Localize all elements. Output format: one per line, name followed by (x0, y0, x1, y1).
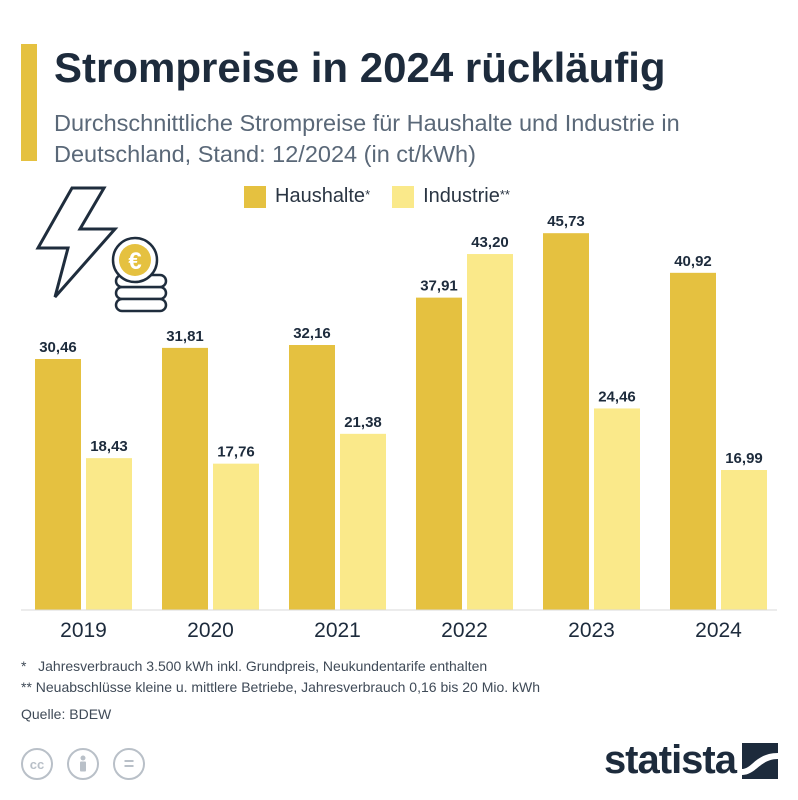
data-label-industrie-2020: 17,76 (217, 444, 255, 461)
x-tick-label-2021: 2021 (314, 619, 361, 642)
by-icon[interactable] (67, 748, 99, 780)
bar-industrie-2022 (467, 254, 513, 611)
x-tick-label-2023: 2023 (568, 619, 615, 642)
x-tick-label-2024: 2024 (695, 619, 742, 642)
bar-industrie-2021 (340, 433, 386, 610)
legend-swatch-haushalte (244, 185, 266, 208)
x-tick-label-2022: 2022 (441, 619, 488, 642)
title-accent-bar (21, 44, 37, 161)
logo-text: statista (603, 738, 737, 782)
legend-swatch-industrie (392, 185, 415, 208)
data-label-haushalte-2019: 30,46 (39, 339, 77, 356)
data-label-haushalte-2023: 45,73 (547, 213, 585, 230)
page-title: Strompreise in 2024 rückläufig (54, 44, 666, 91)
svg-text:€: € (128, 248, 141, 275)
bar-haushalte-2024 (670, 272, 716, 610)
data-label-haushalte-2021: 32,16 (293, 325, 331, 342)
data-label-industrie-2023: 24,46 (598, 388, 636, 405)
legend-label-haushalte: Haushalte (275, 185, 366, 207)
footnote-1: * Jahresverbrauch 3.500 kWh inkl. Grundp… (21, 658, 488, 674)
x-tick-label-2019: 2019 (60, 619, 107, 642)
data-label-industrie-2022: 43,20 (471, 234, 509, 251)
data-label-haushalte-2022: 37,91 (420, 278, 458, 295)
lightning-icon (35, 186, 119, 298)
legend-marker-industrie: ** (499, 187, 510, 202)
bar-industrie-2019 (86, 458, 132, 610)
bar-industrie-2024 (721, 470, 767, 610)
bar-haushalte-2022 (416, 297, 462, 610)
data-label-haushalte-2020: 31,81 (166, 328, 204, 345)
cc-icon[interactable]: cc (21, 748, 53, 780)
footnote-2: ** Neuabschlüsse kleine u. mittlere Betr… (21, 679, 541, 695)
legend-item-haushalte: Haushalte * (244, 185, 370, 208)
x-tick-label-2020: 2020 (187, 619, 234, 642)
data-label-industrie-2019: 18,43 (90, 438, 128, 455)
bar-haushalte-2021 (289, 345, 335, 610)
bar-haushalte-2019 (35, 359, 81, 610)
data-label-haushalte-2024: 40,92 (674, 253, 712, 270)
bar-haushalte-2020 (162, 347, 208, 610)
data-label-industrie-2021: 21,38 (344, 414, 382, 431)
legend-marker-haushalte: * (365, 187, 371, 202)
statista-logo[interactable]: statista (604, 738, 778, 783)
euro-coins-icon: € (111, 236, 168, 313)
source-note: Quelle: BDEW (21, 706, 112, 722)
nd-icon[interactable]: = (113, 748, 145, 780)
bar-haushalte-2023 (543, 233, 589, 610)
bar-industrie-2020 (213, 463, 259, 610)
data-label-industrie-2024: 16,99 (725, 450, 763, 467)
statista-logo-icon (742, 742, 778, 779)
legend-item-industrie: Industrie ** (392, 185, 510, 208)
license-icons: cc = (21, 748, 159, 780)
chart-legend: Haushalte * Industrie ** (244, 185, 532, 208)
page-subtitle: Durchschnittliche Strompreise für Hausha… (54, 110, 680, 167)
footnotes: * Jahresverbrauch 3.500 kWh inkl. Grundp… (21, 656, 540, 698)
legend-label-industrie: Industrie (423, 185, 500, 207)
bar-industrie-2023 (594, 408, 640, 610)
